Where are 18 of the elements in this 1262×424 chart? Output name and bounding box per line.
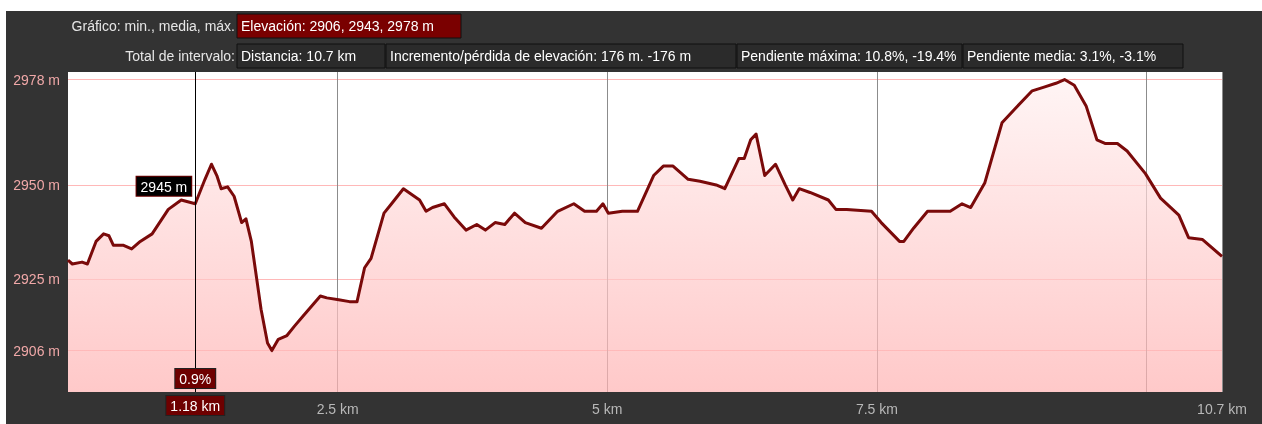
y-tick-label: 2925 m <box>13 271 60 288</box>
ref-line-label: 1.18 km <box>170 398 221 414</box>
text: Pendiente máxima: 10.8%, -19.4% <box>741 48 957 64</box>
annotation: 0.9% <box>179 371 212 387</box>
text: Total de intervalo: <box>125 48 235 64</box>
text: Pendiente media: 3.1%, -3.1% <box>967 48 1157 64</box>
y-tick-label: 2978 m <box>13 71 60 88</box>
y-tick-label: 2950 m <box>13 176 60 193</box>
y-tick-label: 2906 m <box>13 342 60 359</box>
x-tick-label: 7.5 km <box>855 401 898 417</box>
annotation: 2945 m <box>140 178 188 195</box>
x-tick-label: 2.5 km <box>316 401 359 417</box>
text: Gráfico: min., media, máx. <box>71 18 235 34</box>
text: Distancia: 10.7 km <box>241 48 357 64</box>
x-tick-label: 10.7 km <box>1197 401 1247 417</box>
x-tick-label: 5 km <box>592 401 623 417</box>
text: Incremento/pérdida de elevación: 176 m. -176 m <box>390 48 692 64</box>
text: Elevación: 2906, 2943, 2978 m <box>241 18 435 34</box>
